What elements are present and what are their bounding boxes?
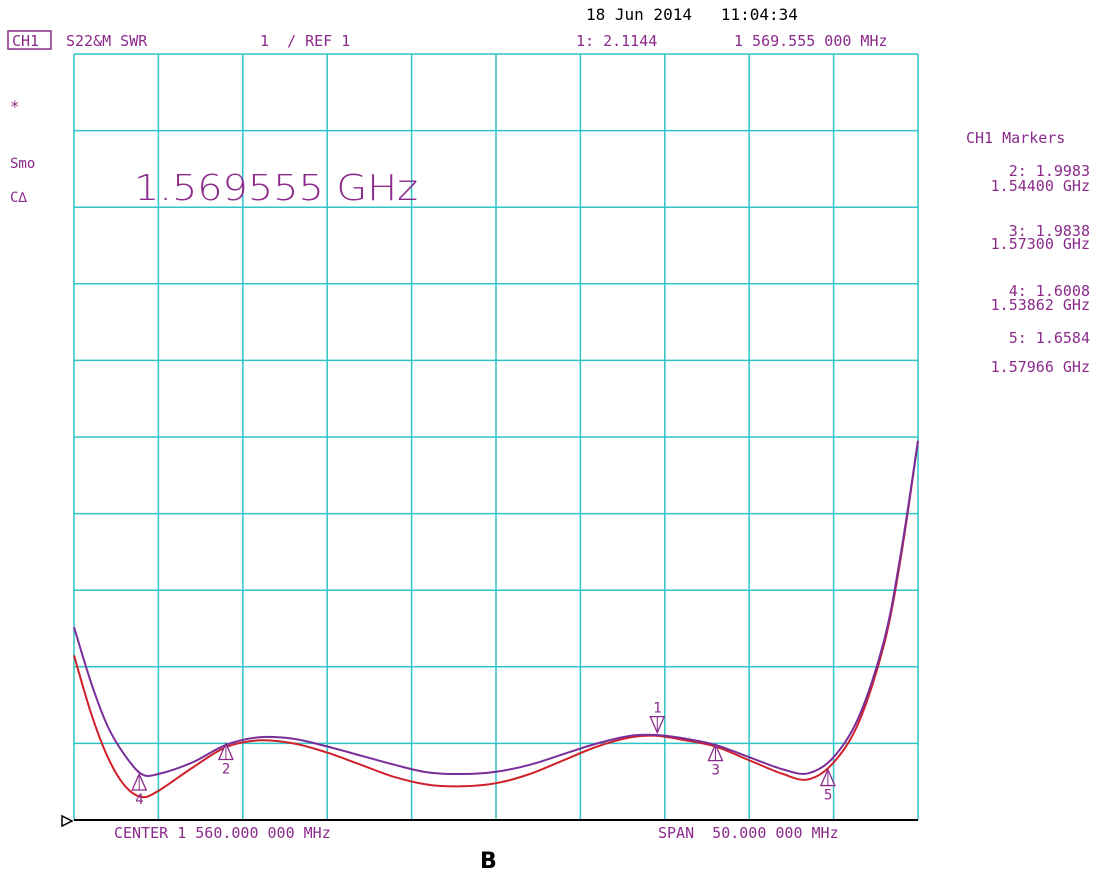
active-marker-readout: 1: 2.1144 [576,32,657,50]
frequency-annotation: 1.569555 GHz [134,168,418,209]
marker-label: 2 [222,762,230,778]
marker-label: 1 [653,701,661,717]
marker-entry-frequency: 1.57300 GHz [991,235,1090,253]
trace-line [73,440,919,777]
marker-label: 5 [824,788,832,804]
active-marker-frequency: 1 569.555 000 MHz [734,32,888,50]
marker-entry-value: 2: 1.9983 [1009,162,1090,180]
marker-entry-frequency: 1.53862 GHz [991,296,1090,314]
marker-entry-value: 4: 1.6008 [1009,282,1090,300]
marker-entry-value: 3: 1.9838 [1009,222,1090,240]
trace-line [73,440,919,799]
measurement-label: S22&M SWR [66,32,148,50]
status-star: * [10,97,20,116]
delta-indicator: C∆ [10,190,27,206]
scale-label: 1 / REF 1 [260,32,350,50]
marker-layer: 1 2 3 4 5 [131,701,836,808]
marker-label: 4 [135,792,143,808]
marker-entry-frequency: 1.54400 GHz [991,177,1090,195]
plot-grid [73,53,919,821]
markers-panel-title: CH1 Markers [966,129,1065,147]
channel-label: CH1 [12,32,39,50]
channel-box [7,30,52,50]
marker-label: 3 [711,763,719,779]
marker-entry-value: 5: 1.6584 [1009,329,1090,347]
span-frequency: SPAN 50.000 000 MHz [658,824,839,842]
center-frequency: CENTER 1 560.000 000 MHz [114,824,331,842]
figure-caption: B [480,849,497,874]
date-time: 18 Jun 2014 11:04:34 [586,5,798,24]
smoothing-indicator: Smo [10,156,35,172]
marker-entry-frequency: 1.57966 GHz [991,358,1090,376]
reference-pointer [61,814,74,828]
trace-layer [73,440,919,799]
